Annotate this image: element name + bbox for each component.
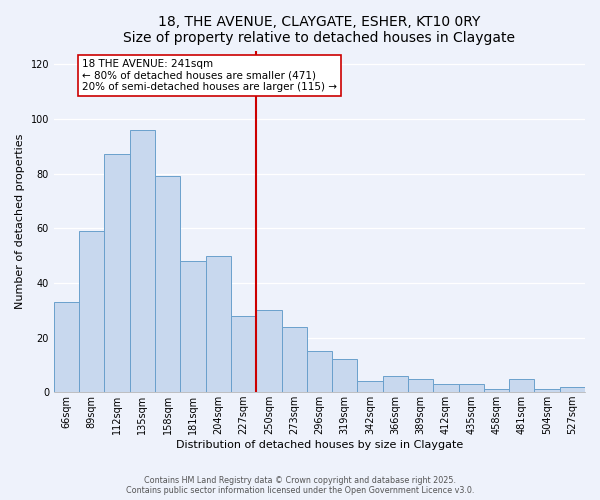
Bar xyxy=(560,386,585,392)
Y-axis label: Number of detached properties: Number of detached properties xyxy=(15,134,25,309)
Bar xyxy=(458,384,484,392)
Bar xyxy=(484,390,509,392)
Bar xyxy=(181,261,206,392)
Bar xyxy=(155,176,181,392)
Bar xyxy=(408,378,433,392)
Title: 18, THE AVENUE, CLAYGATE, ESHER, KT10 0RY
Size of property relative to detached : 18, THE AVENUE, CLAYGATE, ESHER, KT10 0R… xyxy=(124,15,515,45)
Text: 18 THE AVENUE: 241sqm
← 80% of detached houses are smaller (471)
20% of semi-det: 18 THE AVENUE: 241sqm ← 80% of detached … xyxy=(82,58,337,92)
Bar xyxy=(54,302,79,392)
Bar xyxy=(231,316,256,392)
Bar xyxy=(509,378,535,392)
Bar xyxy=(104,154,130,392)
X-axis label: Distribution of detached houses by size in Claygate: Distribution of detached houses by size … xyxy=(176,440,463,450)
Bar xyxy=(281,326,307,392)
Bar xyxy=(206,256,231,392)
Bar xyxy=(433,384,458,392)
Bar xyxy=(383,376,408,392)
Bar xyxy=(358,381,383,392)
Bar xyxy=(535,390,560,392)
Bar xyxy=(332,360,358,392)
Bar xyxy=(256,310,281,392)
Bar xyxy=(130,130,155,392)
Text: Contains HM Land Registry data © Crown copyright and database right 2025.
Contai: Contains HM Land Registry data © Crown c… xyxy=(126,476,474,495)
Bar xyxy=(307,351,332,392)
Bar xyxy=(79,231,104,392)
